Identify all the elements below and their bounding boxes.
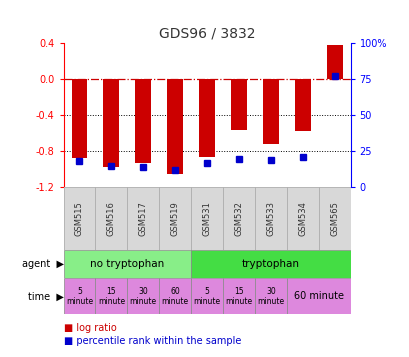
Text: 5
minute: 5 minute bbox=[66, 287, 93, 306]
Bar bbox=[318, 187, 350, 250]
Bar bbox=[286, 187, 318, 250]
Bar bbox=[326, 45, 342, 79]
Text: GSM565: GSM565 bbox=[329, 201, 338, 236]
Bar bbox=[63, 187, 95, 250]
Bar bbox=[63, 278, 95, 314]
Text: ■ log ratio: ■ log ratio bbox=[63, 323, 116, 333]
Text: 5
minute: 5 minute bbox=[193, 287, 220, 306]
Bar bbox=[222, 187, 254, 250]
Text: GSM533: GSM533 bbox=[266, 201, 275, 236]
Text: 60 minute: 60 minute bbox=[293, 291, 343, 301]
Bar bbox=[230, 79, 246, 131]
Bar bbox=[262, 79, 278, 144]
Text: 30
minute: 30 minute bbox=[129, 287, 157, 306]
Text: GSM531: GSM531 bbox=[202, 201, 211, 236]
Bar bbox=[95, 278, 127, 314]
Text: 15
minute: 15 minute bbox=[225, 287, 252, 306]
Bar bbox=[71, 79, 87, 157]
Bar bbox=[199, 79, 214, 157]
Bar bbox=[159, 278, 191, 314]
Text: GSM517: GSM517 bbox=[138, 201, 147, 236]
Text: GSM516: GSM516 bbox=[107, 201, 116, 236]
Text: tryptophan: tryptophan bbox=[241, 259, 299, 269]
Bar bbox=[63, 250, 191, 278]
Bar bbox=[135, 79, 151, 163]
Bar bbox=[191, 187, 222, 250]
Bar bbox=[127, 278, 159, 314]
Text: ■ percentile rank within the sample: ■ percentile rank within the sample bbox=[63, 336, 240, 346]
Text: 15
minute: 15 minute bbox=[98, 287, 125, 306]
Bar bbox=[222, 278, 254, 314]
Title: GDS96 / 3832: GDS96 / 3832 bbox=[158, 26, 255, 40]
Bar bbox=[191, 278, 222, 314]
Bar bbox=[286, 278, 350, 314]
Text: GSM519: GSM519 bbox=[170, 201, 179, 236]
Bar bbox=[254, 278, 286, 314]
Text: 60
minute: 60 minute bbox=[161, 287, 188, 306]
Bar bbox=[159, 187, 191, 250]
Bar bbox=[167, 79, 183, 174]
Bar bbox=[254, 187, 286, 250]
Text: agent  ▶: agent ▶ bbox=[22, 259, 63, 269]
Bar bbox=[191, 250, 350, 278]
Text: GSM515: GSM515 bbox=[75, 201, 84, 236]
Bar bbox=[294, 79, 310, 131]
Text: no tryptophan: no tryptophan bbox=[90, 259, 164, 269]
Text: time  ▶: time ▶ bbox=[27, 291, 63, 301]
Bar bbox=[103, 79, 119, 167]
Text: GSM534: GSM534 bbox=[297, 201, 306, 236]
Bar bbox=[127, 187, 159, 250]
Bar bbox=[95, 187, 127, 250]
Text: GSM532: GSM532 bbox=[234, 201, 243, 236]
Text: 30
minute: 30 minute bbox=[256, 287, 284, 306]
